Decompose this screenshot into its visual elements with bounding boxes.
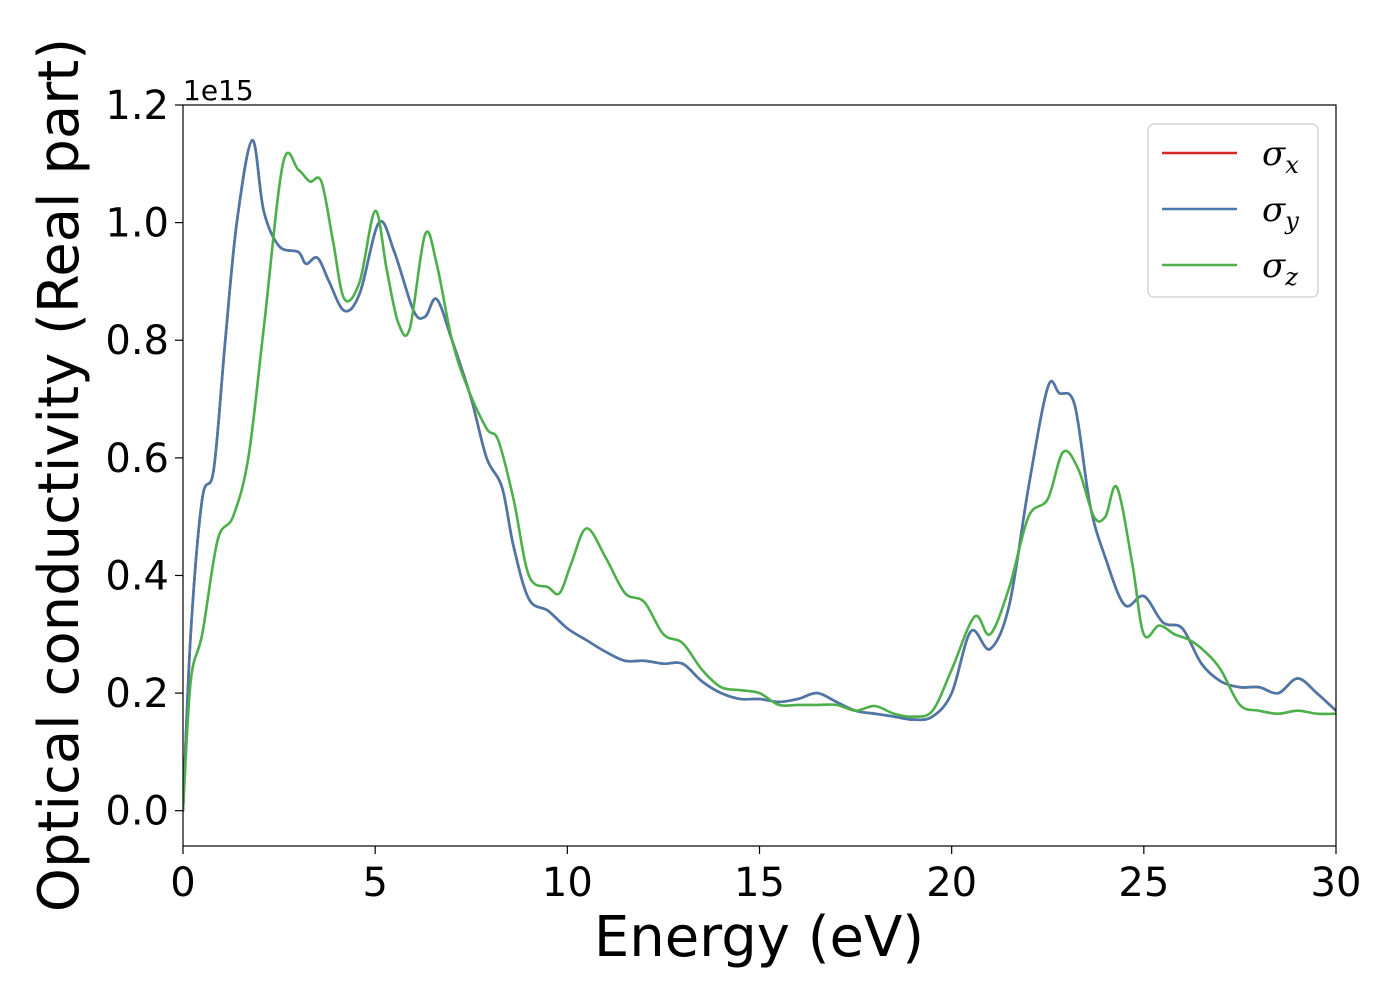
y-tick-label: 0.0 bbox=[105, 789, 169, 835]
y-axis-label: Optical conductivity (Real part) bbox=[27, 38, 92, 912]
series-layer bbox=[183, 138, 1336, 812]
y-axis: 0.0 0.2 0.4 0.6 0.8 1.0 1.2 bbox=[105, 83, 183, 835]
x-tick-label: 15 bbox=[734, 860, 785, 906]
series-line-y bbox=[183, 138, 1336, 812]
y-tick-label: 1.0 bbox=[105, 201, 169, 247]
y-tick-label: 0.8 bbox=[105, 318, 169, 364]
x-axis: 0 5 10 15 20 25 30 bbox=[170, 846, 1361, 906]
y-tick-label: 0.2 bbox=[105, 671, 169, 717]
x-tick-label: 20 bbox=[926, 860, 977, 906]
x-tick-label: 5 bbox=[362, 860, 387, 906]
x-tick-label: 30 bbox=[1311, 860, 1362, 906]
y-offset-label: 1e15 bbox=[183, 74, 254, 107]
legend-box bbox=[1147, 123, 1319, 298]
y-tick-label: 0.6 bbox=[105, 436, 169, 482]
series-line-z bbox=[183, 151, 1336, 812]
y-tick-label: 1.2 bbox=[105, 83, 169, 129]
x-tick-label: 25 bbox=[1118, 860, 1169, 906]
x-axis-label: Energy (eV) bbox=[594, 905, 924, 970]
y-tick-label: 0.4 bbox=[105, 553, 169, 599]
x-tick-label: 10 bbox=[542, 860, 593, 906]
x-tick-label: 0 bbox=[170, 860, 195, 906]
